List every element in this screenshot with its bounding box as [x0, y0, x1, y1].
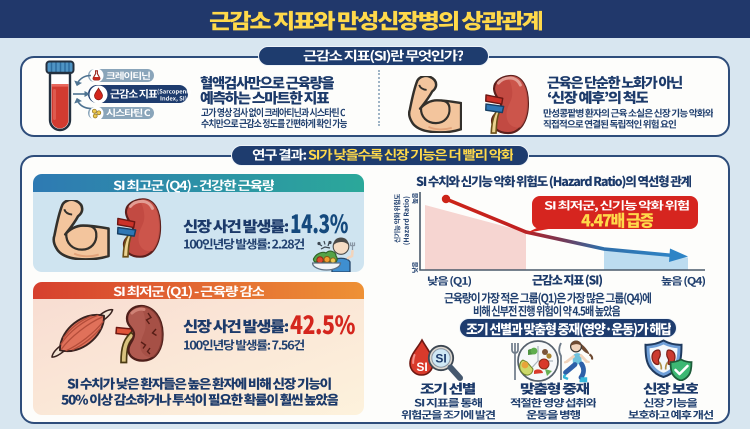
svg-text:SI: SI	[416, 360, 427, 374]
svg-text:SI: SI	[435, 352, 446, 366]
